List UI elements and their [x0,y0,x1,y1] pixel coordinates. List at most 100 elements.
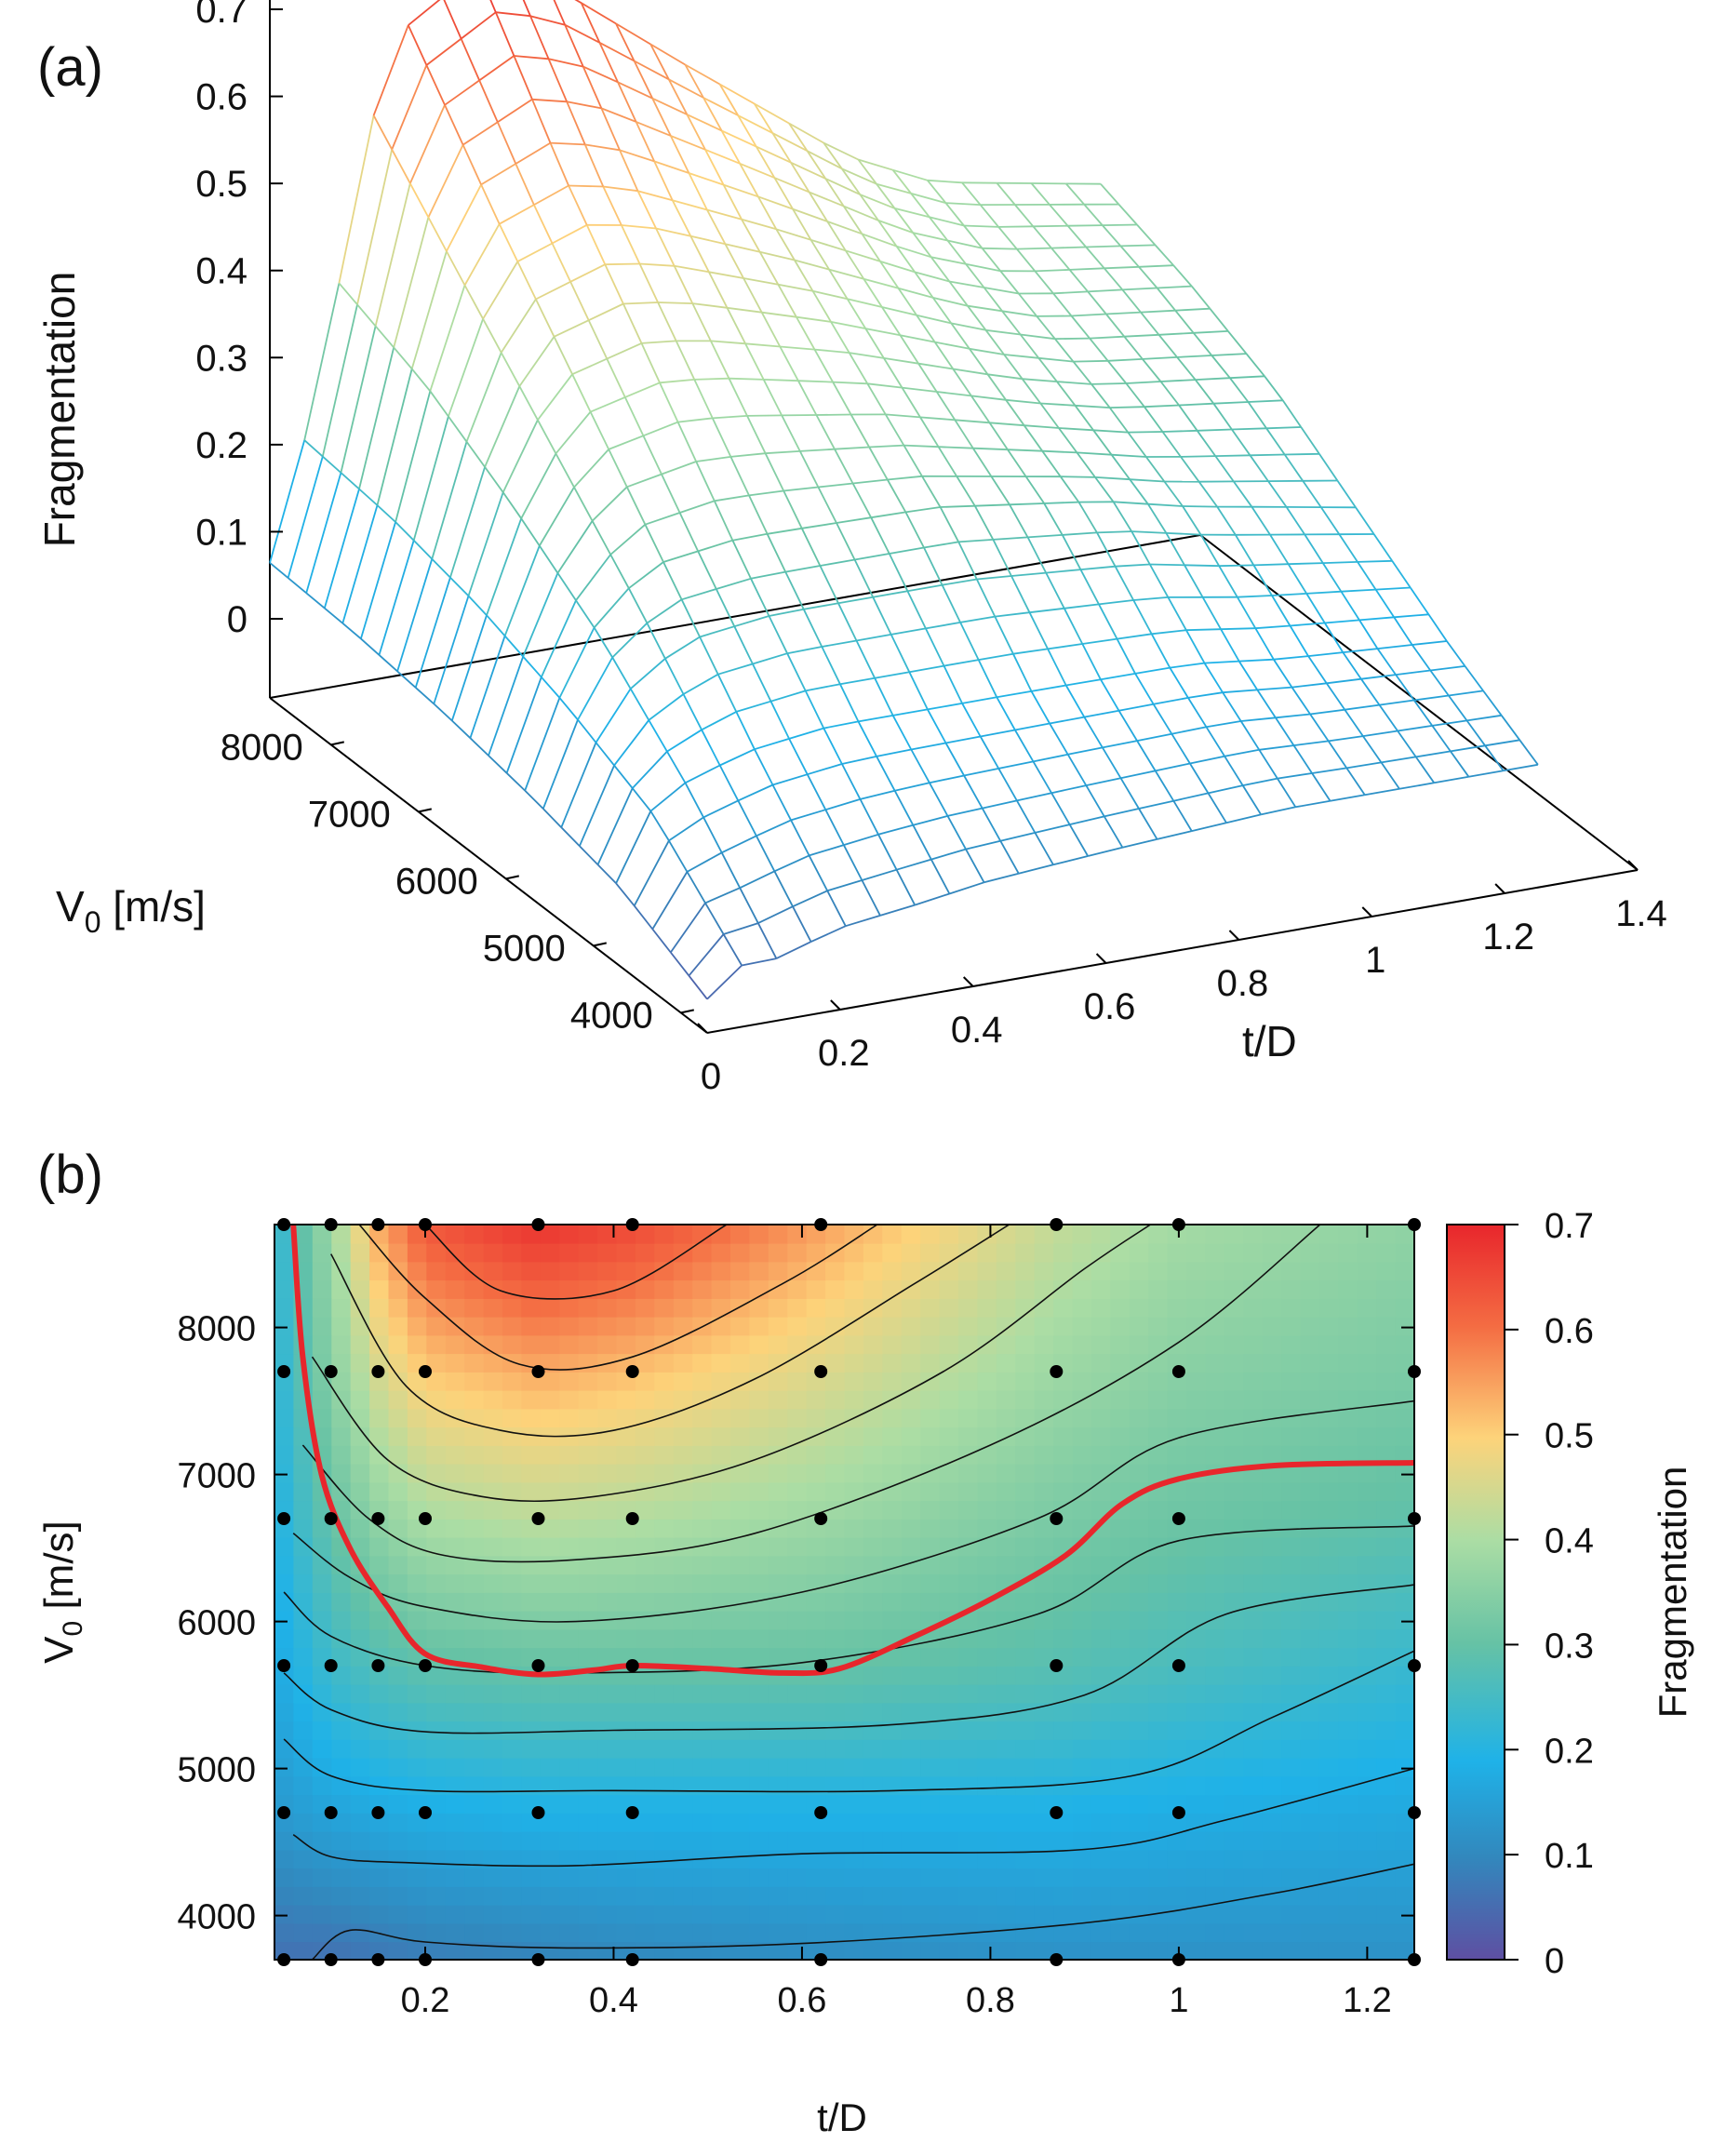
wireframe-segment [806,773,827,810]
heatmap-cell [1015,1702,1036,1722]
heatmap-cell [901,1868,921,1887]
wireframe-segment [643,421,678,437]
heatmap-cell [1338,1739,1358,1759]
heatmap-cell [692,1242,713,1263]
wireframe-segment [1253,563,1289,567]
sample-point [625,1659,639,1672]
heatmap-cell [1167,1610,1187,1630]
wireframe-segment [774,177,809,194]
heatmap-cell [901,1922,921,1943]
wireframe-segment [682,693,702,730]
heatmap-cell [977,1353,997,1373]
heatmap-cell [844,1519,864,1538]
heatmap-cell [1015,1408,1036,1428]
heatmap-cell [1338,1830,1358,1851]
heatmap-cell [1072,1683,1092,1704]
wireframe-segment [946,815,967,850]
heatmap-cell [730,1886,751,1906]
heatmap-cell [1243,1573,1264,1593]
heatmap-cell [312,1904,332,1924]
heatmap-cell [1281,1794,1302,1814]
sample-point [1171,1365,1185,1378]
heatmap-cell [464,1830,485,1851]
colorbar-ticks: 00.10.20.30.40.50.60.7 [1505,1207,1594,1981]
wireframe-segment [1087,846,1123,857]
wireframe-segment [1237,596,1257,629]
heatmap-cell [730,1481,751,1502]
heatmap-cell [673,1242,693,1263]
heatmap-cell [369,1683,390,1704]
wireframe-segment [868,447,889,480]
heatmap-cell [806,1922,826,1943]
heatmap-cell [1129,1868,1149,1887]
heatmap-cell [1318,1886,1340,1906]
wireframe-segment [548,58,583,68]
heatmap-cell [692,1922,713,1943]
heatmap-cell [1300,1445,1320,1465]
heatmap-cell [1129,1463,1149,1483]
heatmap-cell [350,1610,370,1630]
heatmap-cell [825,1794,846,1814]
colorbar-tick-label: 0.2 [1545,1732,1594,1771]
heatmap-cell [920,1775,941,1796]
heatmap-cell [844,1904,864,1924]
heatmap-cell [977,1868,997,1887]
wireframe-segment [1311,772,1331,802]
wireframe-segment [1092,429,1113,456]
wireframe-segment [1204,660,1239,664]
heatmap-cell [426,1225,447,1244]
heatmap-cell [350,1242,370,1263]
heatmap-cell [1300,1628,1320,1649]
heatmap-cell [483,1849,503,1869]
heatmap-cell [1205,1647,1225,1667]
heatmap-cell [1300,1813,1320,1832]
heatmap-cell [578,1316,598,1336]
heatmap-cell [483,1242,503,1263]
wireframe-segment [433,703,453,722]
heatmap-cell [863,1830,884,1851]
heatmap-cell [787,1647,808,1667]
heatmap-cell [1110,1426,1131,1446]
heatmap-cell [1205,1500,1225,1520]
heatmap-cell [1262,1702,1282,1722]
heatmap-cell [882,1426,903,1446]
heatmap-cell [559,1628,580,1649]
heatmap-cell [635,1481,656,1502]
wireframe-segment [1362,735,1383,763]
wireframe-segment [633,904,654,931]
heatmap-cell [1376,1702,1397,1722]
heatmap-cell [635,1904,656,1924]
wireframe-segment [1120,244,1156,248]
wireframe-segment [1267,480,1288,508]
heatmap-cell [882,1261,903,1281]
wireframe-segment [1222,691,1242,722]
heatmap-cell [730,1739,751,1759]
wireframe-segment [1163,480,1184,507]
heatmap-cell [1205,1408,1225,1428]
heatmap-cell [407,1702,428,1722]
heatmap-cell [445,1757,465,1777]
heatmap-cell [483,1573,503,1593]
heatmap-cell [901,1242,921,1263]
heatmap-cell [312,1775,332,1796]
heatmap-cell [350,1519,370,1538]
heatmap-cell [882,1683,903,1704]
heatmap-cell [369,1757,390,1777]
wireframe-segment [770,690,806,703]
heatmap-cell [768,1225,788,1244]
heatmap-cell [901,1647,921,1667]
wireframe-segment [741,218,777,231]
heatmap-cell [1281,1389,1302,1410]
heatmap-cell [901,1794,921,1814]
heatmap-cell [1015,1261,1036,1281]
heatmap-cell [1262,1519,1282,1538]
wireframe-segment [1088,288,1123,293]
heatmap-cell [1357,1868,1377,1887]
heatmap-cell [597,1389,618,1410]
wireframe-segment [1503,763,1539,772]
wireframe-segment [823,728,843,765]
heatmap-cell [787,1794,808,1814]
heatmap-cell [806,1886,826,1906]
wireframe-segment [967,305,987,331]
